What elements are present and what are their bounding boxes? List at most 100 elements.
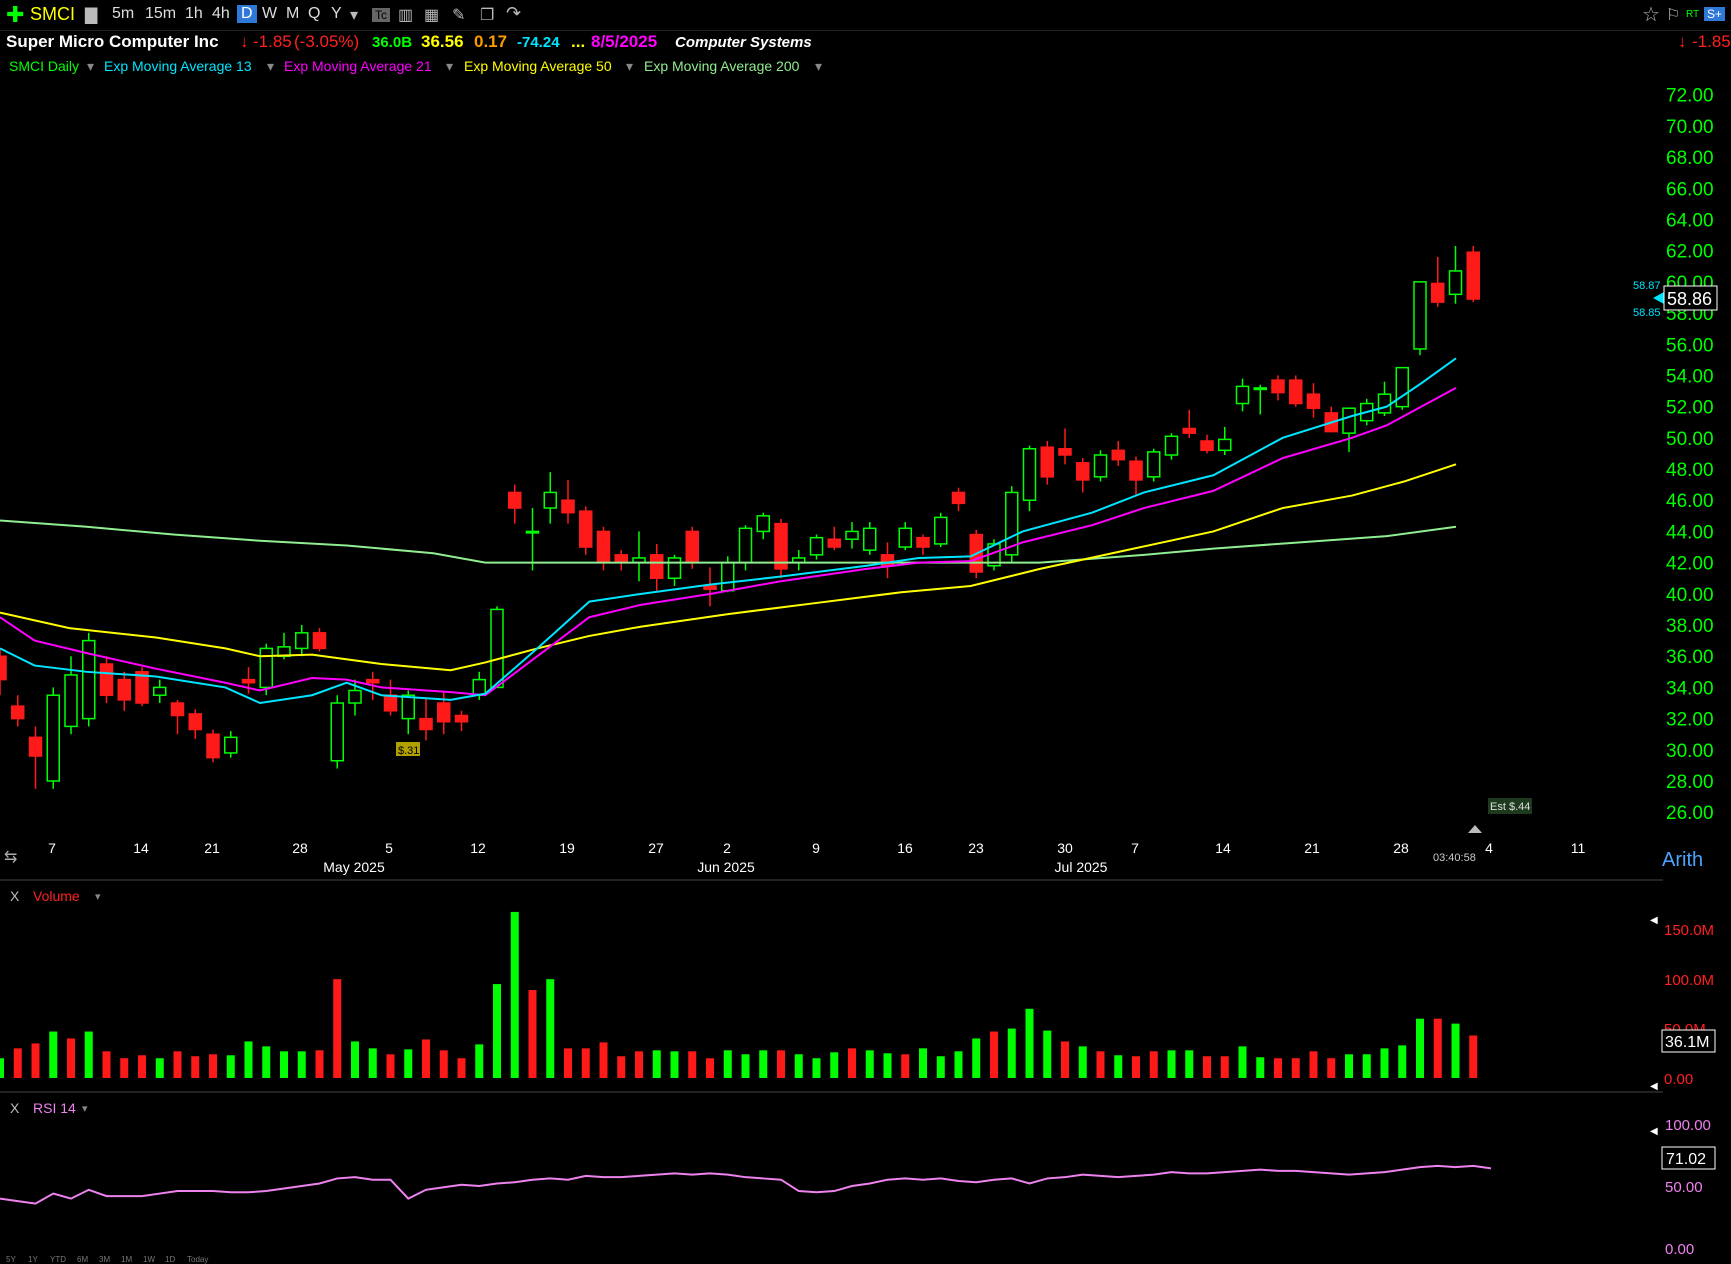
volume-bar — [84, 1031, 93, 1078]
study-ema200[interactable]: Exp Moving Average 200 — [644, 58, 800, 74]
interval-4h[interactable]: 4h — [212, 5, 230, 22]
range-button[interactable]: 6M — [77, 1255, 88, 1264]
study-ema21[interactable]: Exp Moving Average 21 — [284, 58, 432, 74]
rsi-last-box — [1661, 1146, 1716, 1170]
volume-bar — [191, 1056, 200, 1078]
chevron-down-icon[interactable]: ▾ — [87, 58, 95, 74]
interval-w[interactable]: W — [262, 5, 278, 22]
ema50-line — [0, 463, 1457, 672]
volume-bar — [1203, 1056, 1211, 1078]
x-axis-day-label: 28 — [292, 840, 308, 856]
candle-body — [188, 713, 202, 731]
study-ema13[interactable]: Exp Moving Average 13 — [104, 58, 252, 74]
volume-title[interactable]: Volume — [33, 888, 80, 904]
chevron-down-icon[interactable]: ▾ — [815, 58, 823, 74]
volume-bar — [581, 1048, 590, 1078]
candle-body — [437, 702, 451, 723]
candle-body — [490, 608, 504, 689]
rsi-close-button[interactable]: X — [10, 1100, 20, 1116]
volume-bar — [1469, 1035, 1478, 1078]
volume-close-button[interactable]: X — [10, 888, 20, 904]
metric-value: -74.24 — [517, 34, 560, 51]
scroll-left-icon[interactable]: ⇆ — [4, 849, 17, 866]
candle-body — [1058, 448, 1072, 456]
indicators-icon[interactable]: ▥ — [398, 7, 414, 24]
more-ellipsis[interactable]: ... — [571, 32, 586, 51]
star-icon[interactable]: ☆ — [1642, 4, 1660, 26]
range-button[interactable]: 1M — [121, 1255, 132, 1264]
volume-bar — [1078, 1046, 1087, 1078]
range-button[interactable]: 1Y — [28, 1255, 38, 1264]
plus-icon[interactable]: ✚ — [6, 2, 25, 27]
range-button[interactable]: 3M — [99, 1255, 110, 1264]
chevron-down-icon[interactable]: ▾ — [267, 58, 275, 74]
volume-bar — [546, 979, 555, 1078]
interval-15m[interactable]: 15m — [145, 5, 177, 22]
s-icon[interactable]: S+ — [1704, 7, 1726, 21]
dividend-marker[interactable]: $.31 — [398, 745, 419, 757]
volume-tick-100: 100.0M — [1664, 972, 1714, 989]
scale-mode[interactable]: Arith — [1662, 849, 1703, 871]
candle-body — [721, 561, 735, 592]
volume-bar — [812, 1058, 821, 1078]
volume-bar — [31, 1043, 40, 1078]
volume-bar — [226, 1055, 235, 1078]
price-change-pct: (-3.05%) — [294, 32, 360, 51]
flag-icon[interactable]: ⚐ — [1666, 7, 1681, 24]
study-smci-daily[interactable]: SMCI Daily — [9, 58, 80, 74]
candle-body — [1466, 251, 1480, 300]
volume-bar — [209, 1054, 217, 1078]
right-price-change: -1.85 — [1692, 32, 1731, 51]
candle-body — [863, 527, 877, 551]
chevron-down-icon[interactable]: ▾ — [446, 58, 454, 74]
price-tick: 64.00 — [1666, 210, 1714, 231]
layout-icon[interactable]: ❐ — [480, 7, 495, 24]
interval-q[interactable]: Q — [308, 5, 321, 22]
volume-bar — [830, 1052, 839, 1078]
volume-bar — [635, 1051, 643, 1078]
rt-icon[interactable]: RT — [1686, 9, 1700, 20]
chevron-down-icon[interactable]: ▾ — [95, 891, 101, 903]
candle-body — [756, 515, 770, 533]
x-axis-day-label: 12 — [470, 840, 486, 856]
candle-body — [1306, 393, 1321, 409]
candle-body — [1377, 393, 1392, 414]
range-button[interactable]: 5Y — [6, 1255, 16, 1264]
interval-y[interactable]: Y — [331, 5, 342, 22]
chevron-down-icon[interactable]: ▾ — [82, 1103, 88, 1115]
range-button[interactable]: 1D — [165, 1255, 175, 1264]
dividend-marker-box — [396, 742, 420, 756]
share-icon[interactable]: ↷ — [506, 3, 522, 23]
interval-m[interactable]: M — [286, 5, 300, 22]
compare-icon[interactable]: ▦ — [424, 7, 440, 24]
rsi-title[interactable]: RSI 14 — [33, 1100, 76, 1116]
volume-bar — [1238, 1046, 1247, 1078]
volume-bar — [439, 1050, 448, 1078]
month-label-jul: Jul 2025 — [1055, 859, 1108, 875]
symbol-input[interactable]: SMCI — [30, 4, 75, 24]
price-tick: 36.00 — [1666, 647, 1714, 668]
volume-last: 36.1M — [1665, 1034, 1709, 1051]
range-button[interactable]: 1W — [143, 1255, 155, 1264]
candle-body — [99, 663, 114, 696]
range-button[interactable]: Today — [187, 1255, 208, 1264]
interval-d[interactable]: D — [237, 5, 257, 23]
candle-body — [1200, 440, 1214, 452]
candle-body — [703, 585, 717, 590]
interval-1h[interactable]: 1h — [185, 5, 203, 22]
volume-bar — [422, 1039, 430, 1078]
draw-icon[interactable]: ✎ — [452, 7, 466, 24]
candle-body — [383, 694, 398, 712]
chevron-down-icon[interactable]: ▾ — [626, 58, 634, 74]
tc-icon[interactable]: Tc — [372, 8, 390, 22]
chart-style-icon[interactable]: ▇ — [85, 7, 98, 24]
interval-5m[interactable]: 5m — [112, 5, 135, 22]
earnings-marker[interactable]: Est $.44 — [1490, 801, 1530, 813]
price-change: -1.85 — [253, 32, 292, 51]
candle-body — [1218, 438, 1232, 452]
study-ema50[interactable]: Exp Moving Average 50 — [464, 58, 612, 74]
dropdown-icon[interactable]: ▾ — [350, 7, 359, 24]
volume-bar — [1114, 1055, 1123, 1078]
range-button[interactable]: YTD — [50, 1255, 66, 1264]
